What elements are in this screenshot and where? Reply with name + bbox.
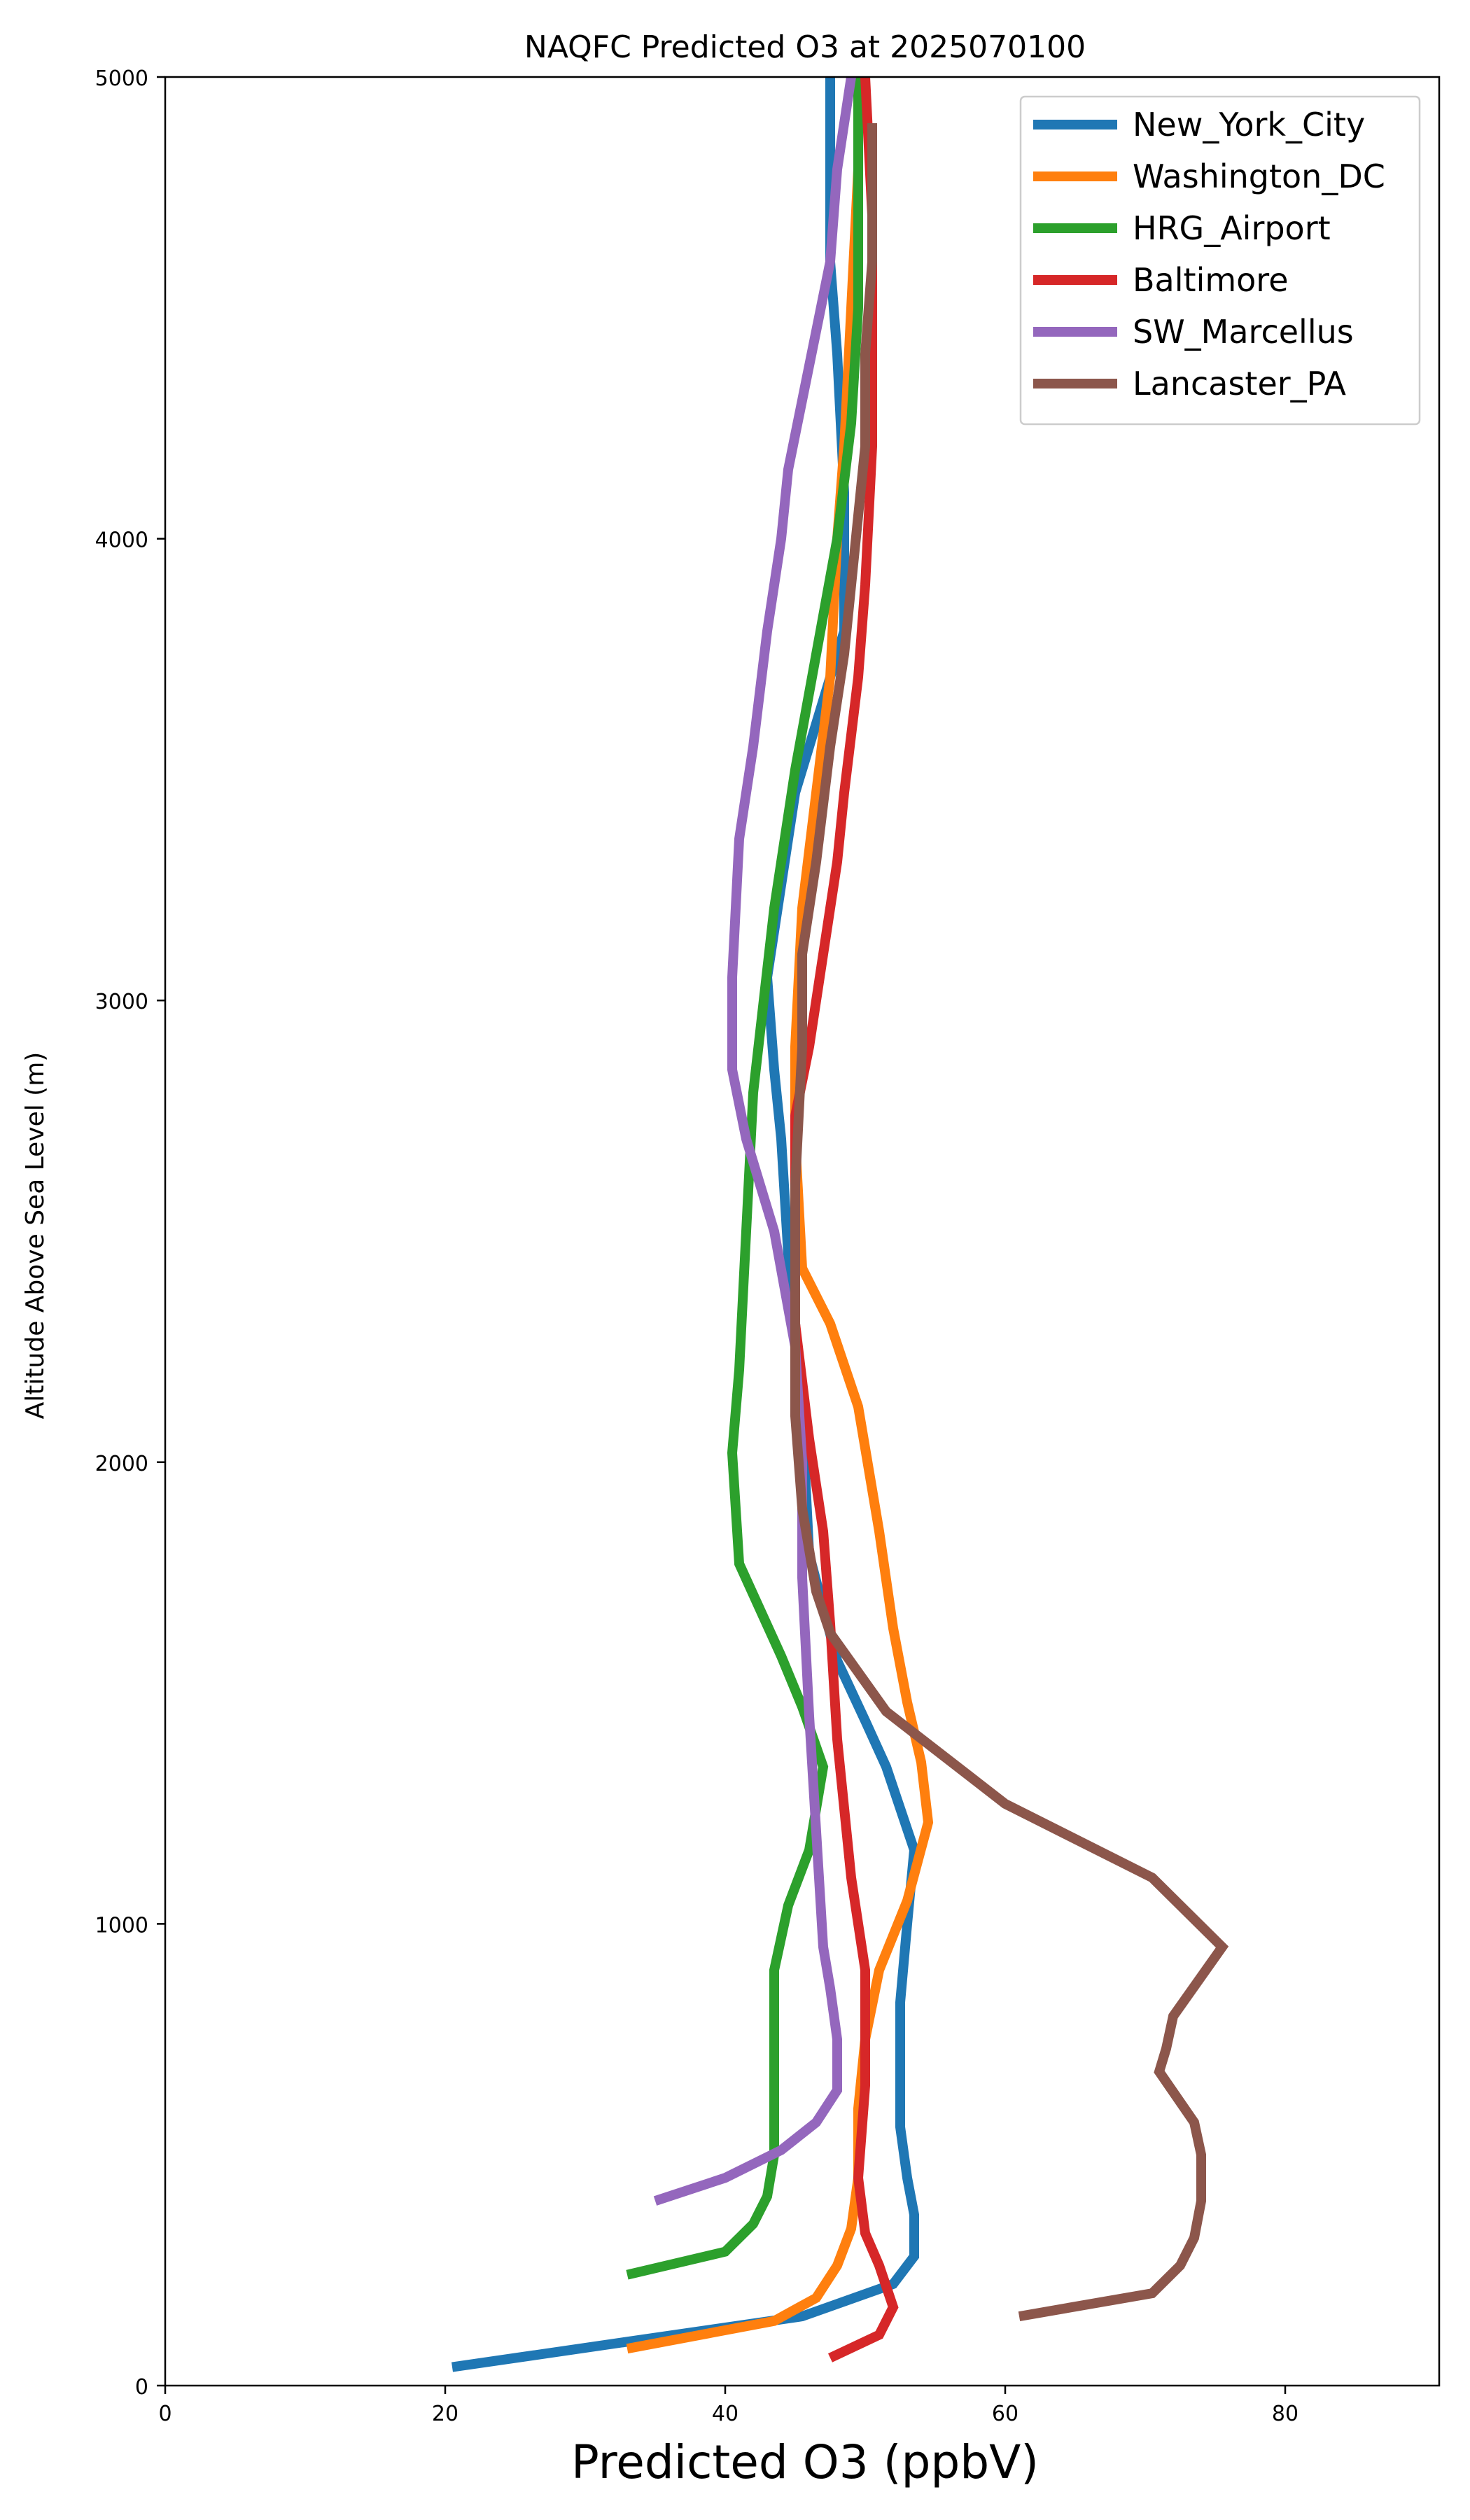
legend-label: New_York_City (1133, 106, 1365, 144)
y-axis: 0 1000 2000 3000 4000 5000 (95, 66, 165, 2400)
y-tick-label: 0 (135, 2375, 148, 2400)
x-tick-label: 80 (1272, 2402, 1298, 2426)
x-tick-label: 60 (992, 2402, 1018, 2426)
x-tick-label: 20 (432, 2402, 458, 2426)
x-tick-label: 0 (158, 2402, 172, 2426)
y-axis-title: Altitude Above Sea Level (m) (21, 1052, 50, 1420)
legend-label: SW_Marcellus (1133, 313, 1354, 351)
y-tick-label: 5000 (95, 66, 148, 91)
legend-label: Washington_DC (1133, 158, 1385, 195)
legend-box (1019, 95, 1421, 426)
x-axis-title: Predicted O3 (ppbV) (571, 2435, 1039, 2489)
series-line-sw-marcellus (653, 77, 856, 2206)
series-line-hrg-airport (626, 77, 863, 2280)
axes-frame (164, 76, 1441, 2387)
plot-area (451, 77, 1229, 2372)
legend: New_York_City Washington_DC HRG_Airport Bal… (1019, 95, 1421, 426)
x-tick-label: 40 (712, 2402, 738, 2426)
chart-title: NAQFC Predicted O3 at 2025070100 (524, 29, 1086, 65)
y-tick-label: 4000 (95, 528, 148, 553)
plot-border (164, 76, 1441, 2387)
y-tick-label: 3000 (95, 990, 148, 1014)
x-axis: 0 20 40 60 80 (158, 2386, 1298, 2426)
legend-label: Lancaster_PA (1133, 365, 1346, 402)
legend-label: Baltimore (1133, 261, 1289, 299)
y-tick-label: 2000 (95, 1452, 148, 1476)
series-line-lancaster-pa (790, 123, 1229, 2321)
y-tick-label: 1000 (95, 1913, 148, 1938)
series-line-washington-dc (626, 77, 934, 2354)
legend-label: HRG_Airport (1133, 209, 1331, 247)
